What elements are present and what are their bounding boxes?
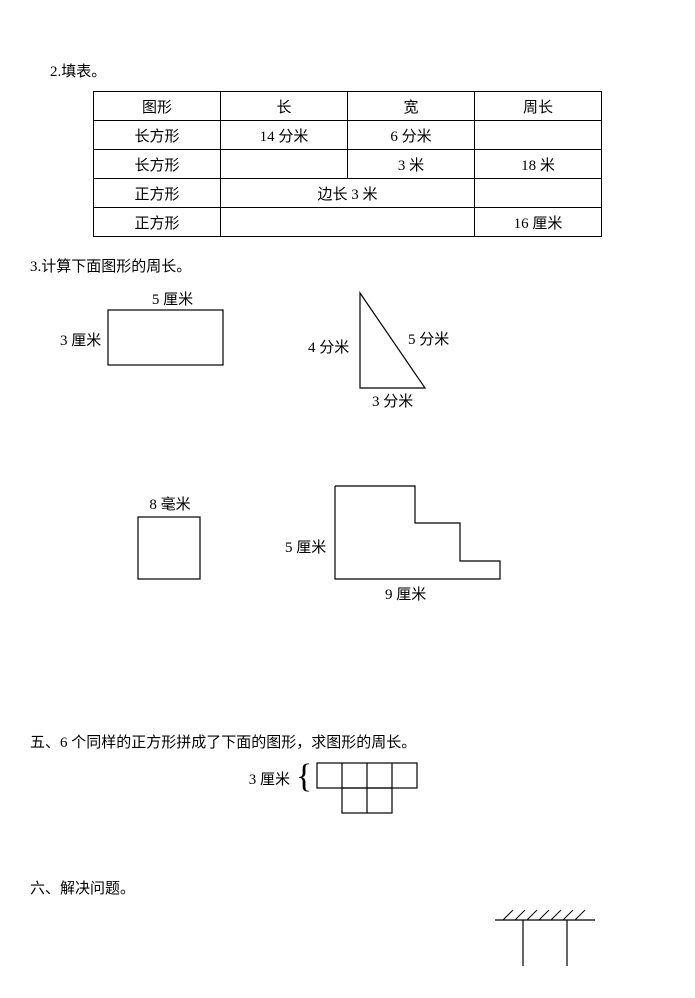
cell: 正方形 bbox=[94, 179, 221, 208]
lshape-bottom-label: 9 厘米 bbox=[385, 583, 426, 604]
brace: { bbox=[296, 762, 312, 792]
q5-title: 五、6 个同样的正方形拼成了下面的图形，求图形的周长。 bbox=[30, 731, 645, 752]
q3-title: 3.计算下面图形的周长。 bbox=[30, 255, 645, 276]
rect-left-label: 3 厘米 bbox=[60, 329, 101, 350]
th-width: 宽 bbox=[348, 92, 475, 121]
th-shape: 图形 bbox=[94, 92, 221, 121]
tri-bottom-label: 3 分米 bbox=[372, 390, 413, 411]
triangle-figure: 4 分米 5 分米 3 分米 bbox=[300, 288, 470, 408]
th-length: 长 bbox=[221, 92, 348, 121]
q3-row2: 8 毫米 5 厘米 9 厘米 bbox=[50, 493, 645, 611]
cell: 6 分米 bbox=[348, 121, 475, 150]
q6-shape bbox=[485, 908, 605, 968]
rect-top-label: 5 厘米 bbox=[152, 292, 193, 308]
table-row: 正方形 边长 3 米 bbox=[94, 179, 602, 208]
q2-title: 2.填表。 bbox=[50, 60, 645, 81]
square-shape bbox=[135, 514, 205, 584]
table-row: 正方形 16 厘米 bbox=[94, 208, 602, 237]
cell bbox=[221, 208, 475, 237]
table-row: 图形 长 宽 周长 bbox=[94, 92, 602, 121]
cell: 18 米 bbox=[475, 150, 602, 179]
tri-right-label: 5 分米 bbox=[408, 328, 449, 349]
square-top-label: 8 毫米 bbox=[149, 497, 190, 513]
q3-row1: 5 厘米 3 厘米 4 分米 5 分米 3 分米 bbox=[50, 288, 645, 408]
cell: 正方形 bbox=[94, 208, 221, 237]
cell: 16 厘米 bbox=[475, 208, 602, 237]
cell: 长方形 bbox=[94, 121, 221, 150]
rect-figure: 5 厘米 3 厘米 bbox=[60, 288, 240, 369]
th-perimeter: 周长 bbox=[475, 92, 602, 121]
tri-left-label: 4 分米 bbox=[308, 336, 349, 357]
cell: 3 米 bbox=[348, 150, 475, 179]
table-row: 长方形 3 米 18 米 bbox=[94, 150, 602, 179]
cell: 14 分米 bbox=[221, 121, 348, 150]
q6-figure bbox=[50, 908, 645, 968]
cell: 边长 3 米 bbox=[221, 179, 475, 208]
table-row: 长方形 14 分米 6 分米 bbox=[94, 121, 602, 150]
q6-title: 六、解决问题。 bbox=[30, 877, 645, 898]
q2-table: 图形 长 宽 周长 长方形 14 分米 6 分米 长方形 3 米 18 米 正方… bbox=[93, 91, 602, 237]
cell bbox=[475, 121, 602, 150]
cell bbox=[475, 179, 602, 208]
q5-figure: 3 厘米 { bbox=[50, 762, 645, 822]
q5-shape bbox=[316, 762, 446, 822]
rectangle-shape bbox=[107, 309, 227, 369]
square-figure: 8 毫米 bbox=[135, 493, 205, 589]
lshape-figure: 5 厘米 9 厘米 bbox=[285, 481, 515, 611]
q5-label: 3 厘米 bbox=[249, 768, 290, 789]
worksheet-page: 2.填表。 图形 长 宽 周长 长方形 14 分米 6 分米 长方形 3 米 1… bbox=[0, 0, 695, 998]
cell bbox=[221, 150, 348, 179]
cell: 长方形 bbox=[94, 150, 221, 179]
